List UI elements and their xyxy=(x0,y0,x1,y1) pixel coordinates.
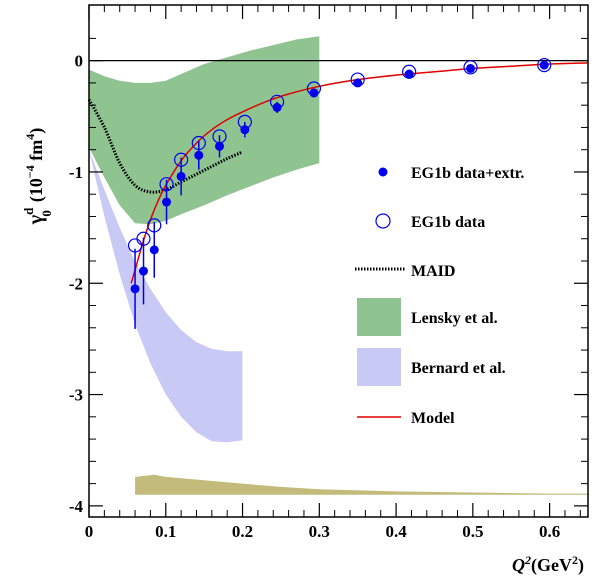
data-point-full xyxy=(162,197,172,207)
data-point-full xyxy=(272,102,282,112)
legend-label-maid: MAID xyxy=(411,263,455,280)
data-point-open xyxy=(212,129,227,144)
data-point-full xyxy=(139,266,149,276)
data-point-open xyxy=(136,231,151,246)
lensky-band xyxy=(89,36,320,225)
legend-marker-full xyxy=(378,167,388,177)
data-point-full xyxy=(466,63,476,73)
x-tick-label: 0.1 xyxy=(155,522,176,541)
data-points xyxy=(127,58,552,329)
y-tick-label: -3 xyxy=(69,386,83,405)
legend-label-lensky: Lensky et al. xyxy=(411,310,498,327)
data-point-full xyxy=(309,88,319,98)
data-point-full xyxy=(539,60,549,70)
model-curve xyxy=(130,62,589,284)
data-point-open xyxy=(159,177,174,192)
legend-label-model: Model xyxy=(411,410,455,427)
data-point-open xyxy=(191,135,206,151)
data-point-open xyxy=(174,152,189,167)
x-tick-label: 0.4 xyxy=(385,522,407,541)
legend-marker-lensky xyxy=(357,298,401,336)
theory-bands xyxy=(89,36,588,495)
axis-ticks: 0 0.1 0.2 0.3 0.4 0.5 0.6 0 -1 -2 -3 -4 xyxy=(69,5,588,541)
y-axis-label: γd 0(10−4 fm4) xyxy=(21,128,54,225)
y-tick-label: 0 xyxy=(75,52,84,71)
data-point-open xyxy=(537,58,552,73)
data-point-open xyxy=(237,114,252,129)
x-tick-label: 0.3 xyxy=(309,522,330,541)
data-point-full xyxy=(149,245,159,255)
legend: EG1b data+extr. EG1b data MAID Lensky et… xyxy=(355,165,524,427)
data-point-full xyxy=(404,69,414,79)
y-tick-label: -1 xyxy=(69,163,83,182)
data-point-full xyxy=(240,125,250,135)
data-point-full xyxy=(194,150,204,160)
data-point-open xyxy=(269,94,285,109)
data-point-full xyxy=(130,284,140,294)
legend-label-full: EG1b data+extr. xyxy=(411,165,524,182)
x-tick-label: 0.2 xyxy=(232,522,253,541)
bernard-band xyxy=(89,149,243,443)
data-point-open xyxy=(147,218,162,233)
legend-label-bernard: Bernard et al. xyxy=(411,360,506,377)
x-tick-label: 0.6 xyxy=(539,522,560,541)
systematic-band xyxy=(135,474,588,495)
legend-marker-open xyxy=(375,213,391,229)
x-tick-label: 0.5 xyxy=(462,522,483,541)
y-tick-label: -2 xyxy=(69,274,83,293)
data-point-full xyxy=(176,171,186,181)
data-point-open xyxy=(402,64,417,79)
data-point-full xyxy=(215,141,225,151)
legend-marker-bernard xyxy=(357,348,401,386)
x-axis-label: Q2(GeV2) xyxy=(512,553,584,576)
y-tick-label: -4 xyxy=(69,497,84,516)
svg-text:γd0(10−4 fm4): γd 0(10−4 fm4) xyxy=(21,128,54,225)
legend-label-open: EG1b data xyxy=(411,214,485,231)
data-point-open xyxy=(350,72,365,87)
data-point-open xyxy=(463,60,478,75)
x-tick-label: 0 xyxy=(85,522,94,541)
data-point-open xyxy=(306,81,322,96)
